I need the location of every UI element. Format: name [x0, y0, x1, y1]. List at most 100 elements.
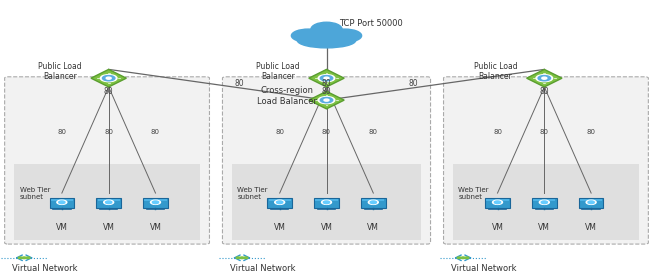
Polygon shape [91, 70, 127, 87]
Text: VM: VM [321, 223, 332, 232]
Circle shape [59, 201, 65, 204]
Circle shape [541, 201, 547, 204]
Circle shape [244, 257, 248, 259]
Circle shape [324, 77, 329, 79]
Text: Virtual Network: Virtual Network [451, 264, 517, 273]
Circle shape [586, 200, 596, 204]
Circle shape [461, 257, 465, 259]
FancyBboxPatch shape [97, 199, 119, 201]
Text: VM: VM [585, 223, 597, 232]
FancyBboxPatch shape [579, 198, 603, 207]
Circle shape [320, 76, 333, 81]
Text: VM: VM [103, 223, 115, 232]
Circle shape [538, 76, 550, 81]
Circle shape [106, 201, 112, 204]
Text: VM: VM [56, 223, 68, 232]
Text: 80: 80 [234, 79, 244, 88]
FancyBboxPatch shape [50, 198, 74, 207]
Text: Virtual Network: Virtual Network [12, 264, 78, 273]
FancyBboxPatch shape [534, 199, 556, 201]
FancyBboxPatch shape [267, 198, 292, 207]
Polygon shape [526, 70, 562, 87]
Circle shape [536, 75, 552, 82]
Text: VM: VM [538, 223, 550, 232]
FancyBboxPatch shape [5, 77, 210, 244]
Ellipse shape [328, 29, 362, 42]
Circle shape [539, 200, 549, 204]
Text: Web Tier
subnet: Web Tier subnet [238, 186, 268, 199]
FancyBboxPatch shape [268, 199, 291, 201]
FancyBboxPatch shape [532, 198, 556, 207]
Text: VM: VM [150, 223, 161, 232]
Text: 80: 80 [586, 129, 596, 135]
Circle shape [465, 257, 469, 259]
Text: Web Tier
subnet: Web Tier subnet [458, 186, 489, 199]
FancyBboxPatch shape [362, 199, 385, 201]
FancyBboxPatch shape [314, 198, 339, 207]
Circle shape [103, 76, 115, 81]
Circle shape [324, 99, 329, 101]
Text: 80: 80 [369, 129, 378, 135]
FancyBboxPatch shape [51, 199, 73, 201]
Text: Web Tier
subnet: Web Tier subnet [20, 186, 50, 199]
FancyBboxPatch shape [143, 198, 168, 207]
FancyBboxPatch shape [485, 198, 510, 207]
Text: 80: 80 [539, 87, 549, 96]
Text: Public Load
Balancer: Public Load Balancer [256, 61, 300, 81]
FancyBboxPatch shape [361, 198, 386, 207]
Text: 80: 80 [322, 79, 331, 88]
Circle shape [320, 98, 333, 103]
Circle shape [318, 97, 335, 104]
Circle shape [106, 77, 111, 79]
Circle shape [240, 257, 244, 259]
Text: 80: 80 [104, 129, 113, 135]
Circle shape [150, 200, 161, 204]
Circle shape [321, 200, 332, 204]
Circle shape [542, 77, 547, 79]
Text: VM: VM [368, 223, 379, 232]
Text: 80: 80 [275, 129, 284, 135]
Polygon shape [309, 91, 344, 109]
Circle shape [588, 201, 594, 204]
Text: VM: VM [274, 223, 285, 232]
Text: 80: 80 [409, 79, 419, 88]
Ellipse shape [297, 33, 356, 48]
FancyBboxPatch shape [14, 164, 200, 240]
Circle shape [236, 257, 240, 259]
FancyBboxPatch shape [486, 199, 509, 201]
Circle shape [323, 201, 330, 204]
Circle shape [18, 257, 22, 259]
Text: 80: 80 [57, 129, 67, 135]
Circle shape [101, 75, 117, 82]
Circle shape [275, 200, 285, 204]
FancyBboxPatch shape [144, 199, 167, 201]
Text: 80: 80 [104, 87, 114, 96]
Text: TCP Port 50000: TCP Port 50000 [340, 19, 404, 28]
Circle shape [57, 200, 67, 204]
FancyBboxPatch shape [453, 164, 639, 240]
FancyBboxPatch shape [232, 164, 421, 240]
Circle shape [22, 257, 26, 259]
Text: Virtual Network: Virtual Network [231, 264, 296, 273]
Circle shape [492, 200, 503, 204]
Text: 80: 80 [493, 129, 502, 135]
FancyBboxPatch shape [315, 199, 338, 201]
Text: Public Load
Balancer: Public Load Balancer [38, 61, 82, 81]
Polygon shape [309, 70, 344, 87]
Circle shape [104, 200, 114, 204]
FancyBboxPatch shape [443, 77, 648, 244]
Text: 80: 80 [322, 129, 331, 135]
FancyBboxPatch shape [223, 77, 430, 244]
Circle shape [318, 75, 335, 82]
Text: Cross-region
Load Balancer: Cross-region Load Balancer [257, 86, 317, 106]
FancyBboxPatch shape [97, 198, 121, 207]
Circle shape [370, 201, 376, 204]
Circle shape [277, 201, 283, 204]
Text: VM: VM [492, 223, 503, 232]
Circle shape [494, 201, 501, 204]
Circle shape [26, 257, 30, 259]
Text: 80: 80 [322, 87, 331, 96]
Circle shape [457, 257, 461, 259]
Ellipse shape [291, 29, 325, 42]
FancyBboxPatch shape [580, 199, 602, 201]
